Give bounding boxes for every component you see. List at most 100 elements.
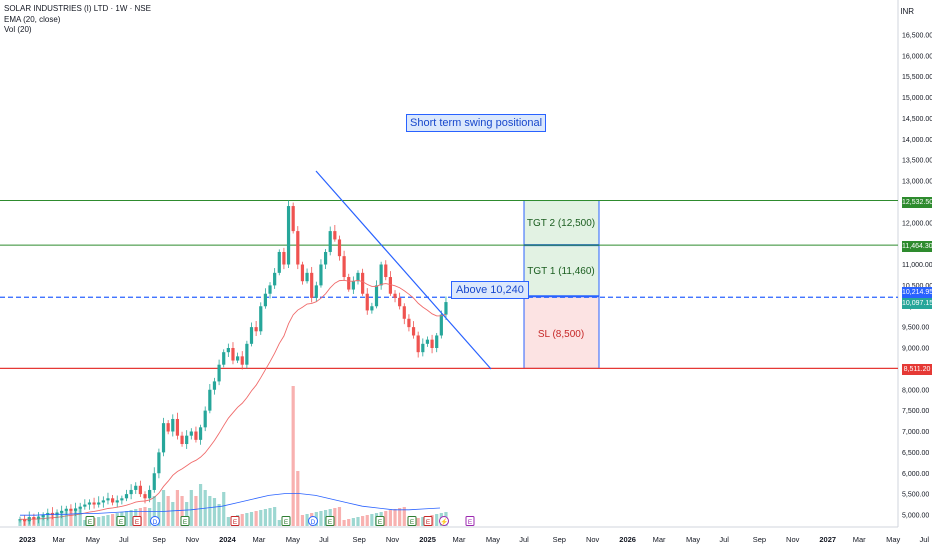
descending-trendline[interactable]	[315, 170, 492, 370]
event-marker[interactable]: E	[465, 516, 475, 527]
volume-bar	[171, 502, 175, 526]
x-tick-label: May	[886, 535, 900, 544]
volume-bar	[240, 514, 244, 526]
sl-zone[interactable]	[523, 295, 600, 369]
event-marker[interactable]: E	[281, 516, 291, 527]
price-tag-tgt1: 11,464.30	[902, 241, 932, 252]
event-marker[interactable]: E	[325, 516, 335, 527]
svg-text:E: E	[135, 519, 140, 526]
y-tick-label: 5,000.00	[902, 513, 929, 520]
candle	[194, 426, 198, 443]
note-annotation[interactable]: Short term swing positional	[406, 114, 547, 132]
candle	[277, 249, 281, 276]
event-marker[interactable]: E	[375, 516, 385, 527]
volume-bar	[27, 518, 31, 526]
candle	[208, 384, 212, 414]
volume-bar	[347, 519, 351, 526]
tgt1-zone[interactable]	[523, 244, 600, 297]
candle	[365, 288, 369, 315]
x-tick-label: May	[86, 535, 100, 544]
candle	[328, 226, 332, 256]
candle	[402, 303, 406, 325]
currency-label: INR	[900, 7, 914, 16]
x-tick-label: Nov	[586, 535, 600, 544]
volume-bar	[46, 514, 50, 526]
x-tick-label: Jul	[519, 535, 529, 544]
volume-bar	[222, 492, 226, 526]
y-tick-label: 13,000.00	[902, 179, 932, 186]
volume-bar	[416, 518, 420, 526]
event-marker[interactable]: E	[180, 516, 190, 527]
volume-bar	[259, 510, 263, 526]
candle	[189, 428, 193, 440]
candle	[291, 202, 295, 234]
x-tick-label: Mar	[52, 535, 65, 544]
event-marker[interactable]: D	[308, 516, 318, 527]
volume-bar	[351, 518, 355, 526]
x-tick-label: Nov	[186, 535, 200, 544]
y-tick-label: 16,500.00	[902, 32, 932, 39]
y-tick-label: 7,500.00	[902, 408, 929, 415]
volume-bar	[36, 516, 41, 526]
event-marker[interactable]: E	[407, 516, 417, 527]
candle	[268, 282, 272, 299]
event-marker[interactable]: E	[230, 516, 240, 527]
volume-legend: Vol (20)	[4, 25, 32, 34]
candle	[106, 492, 110, 505]
candle	[337, 235, 342, 261]
volume-bar	[356, 517, 360, 526]
event-marker[interactable]: D	[150, 516, 160, 527]
volume-bar	[300, 515, 305, 526]
y-tick-label: 10,500.00	[902, 283, 932, 290]
volume-bar	[180, 496, 184, 526]
event-marker[interactable]: ⚡	[439, 516, 449, 527]
x-tick-label: 2026	[619, 535, 636, 544]
candle	[347, 273, 351, 292]
x-tick-label: Mar	[853, 535, 866, 544]
event-marker[interactable]: E	[116, 516, 126, 527]
volume-bar	[305, 514, 309, 526]
candle	[92, 497, 96, 509]
candle	[129, 484, 133, 500]
candle	[282, 247, 286, 270]
candle	[254, 320, 258, 337]
candle	[263, 288, 267, 309]
candle	[411, 321, 416, 339]
candle	[231, 342, 235, 365]
volume-bar	[268, 508, 272, 526]
volume-bar	[152, 496, 156, 526]
candle	[430, 334, 434, 354]
x-tick-label: Jul	[119, 535, 129, 544]
volume-bar	[273, 507, 277, 526]
chart-legend: SOLAR INDUSTRIES (I) LTD · 1W · NSE EMA …	[4, 4, 151, 36]
tgt2-zone[interactable]	[523, 200, 600, 246]
volume-bar	[148, 508, 152, 526]
volume-bar	[106, 515, 110, 526]
candle	[425, 336, 430, 347]
candle	[185, 430, 189, 449]
candle	[393, 290, 397, 303]
candle	[374, 280, 379, 309]
volume-bar	[296, 471, 300, 526]
tgt2-label: TGT 2 (12,500)	[526, 218, 596, 229]
x-tick-label: Nov	[786, 535, 800, 544]
candle	[115, 495, 119, 508]
candle	[435, 332, 439, 353]
candle	[300, 261, 305, 285]
event-marker[interactable]: E	[423, 516, 433, 527]
x-tick-label: May	[686, 535, 700, 544]
volume-bar	[198, 484, 203, 526]
breakout-annotation[interactable]: Above 10,240	[451, 281, 529, 299]
candle	[444, 296, 448, 320]
svg-text:E: E	[284, 519, 289, 526]
volume-bar	[249, 512, 254, 526]
event-marker[interactable]: E	[132, 516, 142, 527]
x-tick-label: Sep	[553, 535, 566, 544]
candle	[23, 515, 27, 526]
candle	[259, 302, 263, 335]
svg-text:D: D	[153, 519, 158, 526]
ema-line	[19, 279, 447, 520]
candle	[323, 248, 328, 270]
event-marker[interactable]: E	[85, 516, 95, 527]
